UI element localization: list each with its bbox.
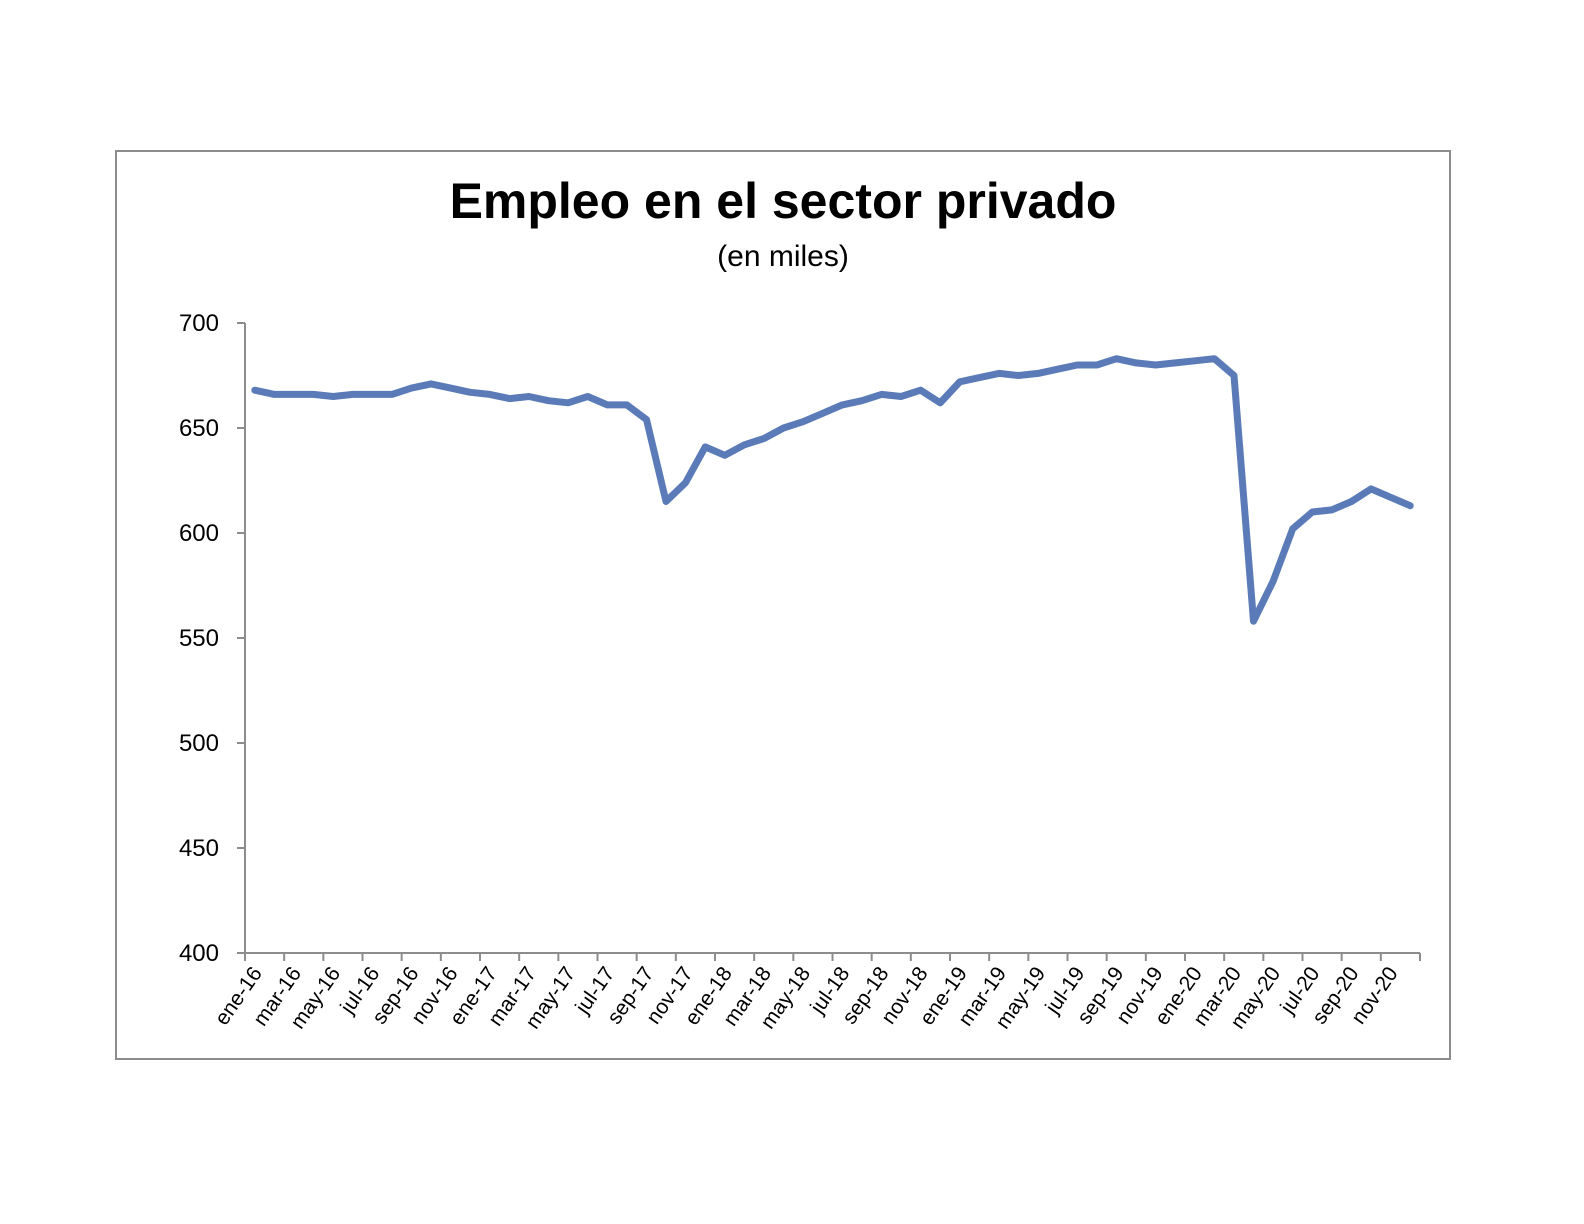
- y-tick-label: 550: [179, 625, 219, 652]
- series-line: [251, 355, 1414, 625]
- chart-title: Empleo en el sector privado: [449, 173, 1117, 229]
- y-tick-label: 600: [179, 520, 219, 547]
- y-tick-label: 700: [179, 310, 219, 337]
- y-axis-ticks: 700 650 600 550 500 450 400: [179, 310, 245, 967]
- chart-subtitle: (en miles): [717, 240, 849, 273]
- y-tick-label: 650: [179, 415, 219, 442]
- axes: [244, 323, 1420, 954]
- y-tick-label: 500: [179, 730, 219, 757]
- chart-frame: [115, 150, 1451, 1060]
- series-group: [251, 355, 1414, 625]
- y-tick-label: 400: [179, 940, 219, 967]
- x-axis-ticks: ene-16mar-16may-16jul-16sep-16nov-16ene-…: [211, 953, 1421, 1033]
- y-tick-label: 450: [179, 835, 219, 862]
